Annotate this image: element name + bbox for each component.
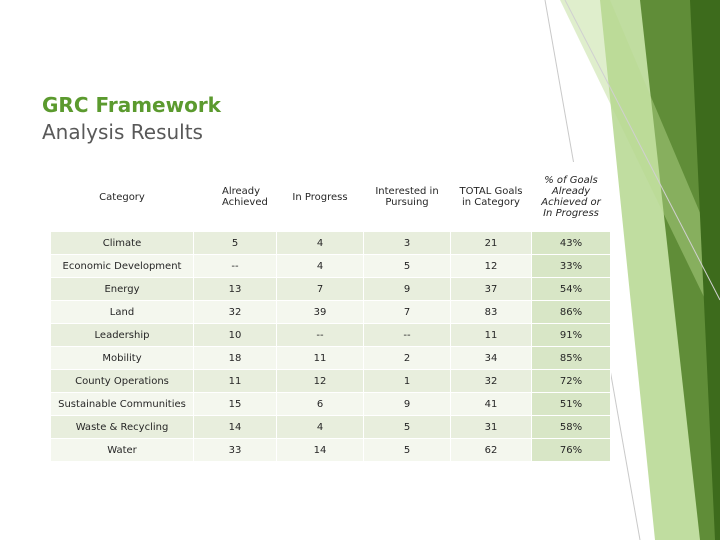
table-header-row: Category Already Achieved In Progress In… — [50, 162, 611, 232]
cell-total: 32 — [450, 369, 532, 393]
table-row: Mobility 18 11 2 34 85% — [50, 346, 611, 370]
cell-category: Economic Development — [50, 254, 194, 278]
cell-category: Mobility — [50, 346, 194, 370]
cell-interested: -- — [363, 323, 451, 347]
header-category: Category — [50, 162, 194, 232]
cell-in-progress: 11 — [276, 346, 364, 370]
table-row: Water 33 14 5 62 76% — [50, 438, 611, 462]
cell-interested: 9 — [363, 392, 451, 416]
cell-percent: 76% — [531, 438, 611, 462]
cell-in-progress: 12 — [276, 369, 364, 393]
header-percent: % of Goals Already Achieved or In Progre… — [531, 162, 611, 232]
table-row: Economic Development -- 4 5 12 33% — [50, 254, 611, 278]
table-row: Waste & Recycling 14 4 5 31 58% — [50, 415, 611, 439]
cell-total: 83 — [450, 300, 532, 324]
cell-total: 37 — [450, 277, 532, 301]
cell-interested: 5 — [363, 415, 451, 439]
cell-achieved: 10 — [193, 323, 277, 347]
cell-percent: 86% — [531, 300, 611, 324]
header-in-progress: In Progress — [276, 162, 364, 232]
cell-category: Energy — [50, 277, 194, 301]
cell-percent: 72% — [531, 369, 611, 393]
cell-in-progress: 39 — [276, 300, 364, 324]
table-row: Sustainable Communities 15 6 9 41 51% — [50, 392, 611, 416]
cell-total: 34 — [450, 346, 532, 370]
cell-category: Water — [50, 438, 194, 462]
cell-in-progress: 4 — [276, 231, 364, 255]
title-line-2: Analysis Results — [42, 120, 203, 144]
cell-achieved: 15 — [193, 392, 277, 416]
cell-in-progress: 4 — [276, 254, 364, 278]
cell-achieved: 18 — [193, 346, 277, 370]
header-achieved: Already Achieved — [193, 162, 277, 232]
cell-achieved: -- — [193, 254, 277, 278]
cell-interested: 7 — [363, 300, 451, 324]
cell-interested: 5 — [363, 254, 451, 278]
cell-percent: 91% — [531, 323, 611, 347]
table-row: Climate 5 4 3 21 43% — [50, 231, 611, 255]
cell-in-progress: -- — [276, 323, 364, 347]
results-table: Category Already Achieved In Progress In… — [50, 162, 611, 462]
cell-category: Leadership — [50, 323, 194, 347]
cell-percent: 51% — [531, 392, 611, 416]
header-total: TOTAL Goals in Category — [450, 162, 532, 232]
cell-percent: 85% — [531, 346, 611, 370]
cell-percent: 58% — [531, 415, 611, 439]
cell-total: 62 — [450, 438, 532, 462]
cell-percent: 43% — [531, 231, 611, 255]
cell-total: 12 — [450, 254, 532, 278]
cell-total: 11 — [450, 323, 532, 347]
cell-achieved: 5 — [193, 231, 277, 255]
cell-percent: 33% — [531, 254, 611, 278]
cell-in-progress: 4 — [276, 415, 364, 439]
table-row: County Operations 11 12 1 32 72% — [50, 369, 611, 393]
cell-category: Land — [50, 300, 194, 324]
header-interested: Interested in Pursuing — [363, 162, 451, 232]
cell-in-progress: 6 — [276, 392, 364, 416]
cell-achieved: 32 — [193, 300, 277, 324]
cell-in-progress: 14 — [276, 438, 364, 462]
cell-total: 41 — [450, 392, 532, 416]
cell-category: County Operations — [50, 369, 194, 393]
table-row: Leadership 10 -- -- 11 91% — [50, 323, 611, 347]
cell-category: Sustainable Communities — [50, 392, 194, 416]
cell-achieved: 33 — [193, 438, 277, 462]
cell-achieved: 11 — [193, 369, 277, 393]
cell-total: 21 — [450, 231, 532, 255]
cell-total: 31 — [450, 415, 532, 439]
cell-interested: 1 — [363, 369, 451, 393]
title-line-1: GRC Framework — [42, 93, 221, 117]
table-row: Energy 13 7 9 37 54% — [50, 277, 611, 301]
table-row: Land 32 39 7 83 86% — [50, 300, 611, 324]
cell-achieved: 13 — [193, 277, 277, 301]
cell-achieved: 14 — [193, 415, 277, 439]
cell-interested: 9 — [363, 277, 451, 301]
cell-interested: 2 — [363, 346, 451, 370]
cell-category: Waste & Recycling — [50, 415, 194, 439]
slide-title: GRC Framework Analysis Results — [42, 92, 221, 146]
cell-interested: 3 — [363, 231, 451, 255]
cell-category: Climate — [50, 231, 194, 255]
cell-interested: 5 — [363, 438, 451, 462]
cell-in-progress: 7 — [276, 277, 364, 301]
cell-percent: 54% — [531, 277, 611, 301]
